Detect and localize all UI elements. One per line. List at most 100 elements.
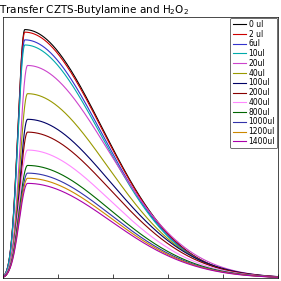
10ul bbox=[128, 184, 131, 187]
6ul bbox=[128, 182, 131, 185]
1000ul bbox=[269, 275, 272, 278]
400ul bbox=[277, 275, 280, 279]
1400ul bbox=[218, 270, 221, 274]
0 ul bbox=[1, 275, 4, 278]
1200ul bbox=[269, 275, 272, 278]
400ul bbox=[15, 221, 19, 225]
800ul bbox=[269, 275, 272, 278]
1000ul bbox=[269, 275, 272, 278]
2 ul bbox=[269, 275, 272, 278]
Line: 1200ul: 1200ul bbox=[3, 178, 278, 277]
1000ul bbox=[15, 231, 19, 235]
200ul bbox=[218, 267, 221, 270]
6ul bbox=[23, 38, 26, 42]
0 ul bbox=[135, 190, 139, 193]
1200ul bbox=[218, 270, 221, 273]
400ul bbox=[269, 275, 272, 278]
40ul bbox=[135, 204, 139, 207]
20ul bbox=[1, 275, 4, 279]
10ul bbox=[15, 157, 19, 161]
1000ul bbox=[277, 275, 280, 279]
1400ul bbox=[26, 182, 29, 185]
100ul bbox=[135, 210, 139, 214]
20ul bbox=[277, 275, 280, 278]
1400ul bbox=[128, 232, 131, 236]
10ul bbox=[269, 275, 272, 278]
2 ul bbox=[277, 275, 280, 279]
20ul bbox=[218, 265, 221, 268]
10ul bbox=[277, 275, 280, 279]
Line: 100ul: 100ul bbox=[3, 119, 278, 277]
0 ul bbox=[277, 275, 280, 279]
1400ul bbox=[269, 275, 272, 279]
1400ul bbox=[269, 275, 272, 279]
1000ul bbox=[128, 227, 131, 231]
800ul bbox=[218, 269, 221, 272]
1200ul bbox=[277, 276, 280, 279]
Line: 1400ul: 1400ul bbox=[3, 183, 278, 277]
100ul bbox=[218, 266, 221, 269]
800ul bbox=[15, 228, 19, 232]
1000ul bbox=[218, 269, 221, 273]
40ul bbox=[269, 275, 272, 278]
6ul bbox=[1, 275, 4, 278]
20ul bbox=[128, 182, 131, 186]
10ul bbox=[23, 43, 26, 47]
800ul bbox=[269, 275, 272, 278]
2 ul bbox=[23, 30, 26, 34]
800ul bbox=[1, 275, 4, 279]
1400ul bbox=[277, 276, 280, 279]
200ul bbox=[15, 221, 19, 225]
400ul bbox=[128, 217, 131, 220]
2 ul bbox=[15, 151, 19, 154]
Text: ge Transfer CZTS-Butylamine and H$_2$O$_2$: ge Transfer CZTS-Butylamine and H$_2$O$_… bbox=[0, 3, 189, 17]
1200ul bbox=[135, 235, 139, 238]
Line: 200ul: 200ul bbox=[3, 132, 278, 277]
1200ul bbox=[269, 275, 272, 278]
0 ul bbox=[23, 28, 26, 31]
2 ul bbox=[218, 266, 221, 270]
2 ul bbox=[269, 275, 272, 278]
0 ul bbox=[218, 266, 221, 270]
40ul bbox=[277, 275, 280, 278]
2 ul bbox=[128, 179, 131, 182]
800ul bbox=[277, 275, 280, 279]
20ul bbox=[135, 193, 139, 196]
20ul bbox=[269, 275, 272, 278]
6ul bbox=[269, 275, 272, 278]
200ul bbox=[1, 276, 4, 279]
10ul bbox=[135, 195, 139, 199]
200ul bbox=[135, 216, 139, 219]
1200ul bbox=[15, 234, 19, 237]
800ul bbox=[26, 164, 29, 167]
10ul bbox=[218, 267, 221, 270]
Line: 6ul: 6ul bbox=[3, 40, 278, 277]
10ul bbox=[1, 275, 4, 278]
200ul bbox=[128, 208, 131, 212]
Line: 800ul: 800ul bbox=[3, 166, 278, 277]
100ul bbox=[1, 276, 4, 279]
Line: 400ul: 400ul bbox=[3, 150, 278, 277]
6ul bbox=[218, 267, 221, 270]
6ul bbox=[15, 155, 19, 158]
6ul bbox=[269, 275, 272, 278]
1400ul bbox=[15, 236, 19, 239]
400ul bbox=[135, 223, 139, 226]
1200ul bbox=[1, 275, 4, 279]
0 ul bbox=[269, 275, 272, 278]
40ul bbox=[1, 275, 4, 279]
Line: 0 ul: 0 ul bbox=[3, 30, 278, 277]
10ul bbox=[269, 275, 272, 278]
40ul bbox=[269, 275, 272, 278]
6ul bbox=[277, 275, 280, 279]
Line: 1000ul: 1000ul bbox=[3, 173, 278, 277]
800ul bbox=[135, 230, 139, 233]
0 ul bbox=[15, 149, 19, 153]
400ul bbox=[26, 148, 29, 152]
2 ul bbox=[135, 191, 139, 194]
100ul bbox=[277, 275, 280, 278]
200ul bbox=[269, 275, 272, 278]
100ul bbox=[15, 216, 19, 219]
400ul bbox=[269, 275, 272, 278]
Line: 10ul: 10ul bbox=[3, 45, 278, 277]
